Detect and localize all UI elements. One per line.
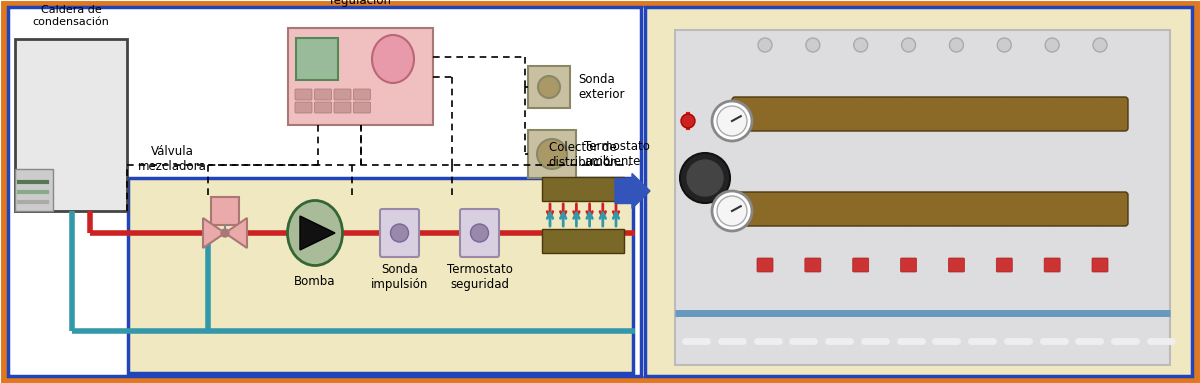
FancyBboxPatch shape	[354, 89, 371, 100]
Circle shape	[853, 38, 868, 52]
FancyBboxPatch shape	[542, 229, 624, 253]
Circle shape	[758, 38, 772, 52]
FancyBboxPatch shape	[1044, 258, 1060, 272]
FancyBboxPatch shape	[334, 102, 352, 113]
Text: Colector de
distribución: Colector de distribución	[548, 141, 618, 169]
FancyArrow shape	[616, 173, 650, 208]
FancyBboxPatch shape	[14, 169, 53, 211]
FancyBboxPatch shape	[948, 258, 965, 272]
Circle shape	[901, 38, 916, 52]
FancyBboxPatch shape	[996, 258, 1013, 272]
Circle shape	[686, 160, 722, 196]
FancyBboxPatch shape	[211, 197, 239, 225]
Text: Centralita de
regulación: Centralita de regulación	[322, 0, 400, 7]
Circle shape	[538, 76, 560, 98]
FancyBboxPatch shape	[1092, 258, 1108, 272]
FancyBboxPatch shape	[295, 89, 312, 100]
Circle shape	[470, 224, 488, 242]
Circle shape	[712, 101, 752, 141]
Text: Termostato
ambiente: Termostato ambiente	[584, 140, 650, 168]
FancyBboxPatch shape	[296, 38, 338, 80]
Text: Bomba: Bomba	[294, 275, 336, 288]
Text: Sonda
exterior: Sonda exterior	[578, 73, 624, 101]
FancyBboxPatch shape	[542, 177, 624, 201]
Circle shape	[949, 38, 964, 52]
FancyBboxPatch shape	[460, 209, 499, 257]
FancyBboxPatch shape	[674, 30, 1170, 365]
Text: Caldera de
condensación: Caldera de condensación	[32, 5, 109, 27]
FancyBboxPatch shape	[14, 39, 127, 211]
Ellipse shape	[288, 200, 342, 265]
FancyBboxPatch shape	[314, 89, 331, 100]
FancyBboxPatch shape	[295, 102, 312, 113]
FancyBboxPatch shape	[805, 258, 821, 272]
FancyBboxPatch shape	[853, 258, 869, 272]
Polygon shape	[300, 216, 335, 250]
Circle shape	[680, 153, 730, 203]
FancyBboxPatch shape	[732, 97, 1128, 131]
Circle shape	[390, 224, 408, 242]
Circle shape	[221, 229, 229, 237]
FancyBboxPatch shape	[128, 178, 634, 373]
Circle shape	[712, 191, 752, 231]
Circle shape	[1093, 38, 1108, 52]
FancyBboxPatch shape	[757, 258, 773, 272]
Text: Sonda
impulsión: Sonda impulsión	[371, 263, 428, 291]
Circle shape	[997, 38, 1012, 52]
FancyBboxPatch shape	[528, 130, 576, 178]
Circle shape	[718, 106, 746, 136]
FancyBboxPatch shape	[334, 89, 352, 100]
Polygon shape	[226, 218, 247, 248]
Polygon shape	[203, 218, 226, 248]
Circle shape	[718, 196, 746, 226]
FancyBboxPatch shape	[4, 4, 1196, 379]
FancyBboxPatch shape	[528, 66, 570, 108]
Text: Válvula
mezcladora: Válvula mezcladora	[138, 145, 206, 173]
Circle shape	[806, 38, 820, 52]
Ellipse shape	[372, 35, 414, 83]
Circle shape	[682, 114, 695, 128]
FancyBboxPatch shape	[646, 7, 1192, 376]
FancyBboxPatch shape	[732, 192, 1128, 226]
FancyBboxPatch shape	[288, 28, 433, 125]
FancyBboxPatch shape	[900, 258, 917, 272]
Circle shape	[538, 139, 568, 169]
FancyBboxPatch shape	[314, 102, 331, 113]
Circle shape	[1045, 38, 1060, 52]
FancyBboxPatch shape	[8, 7, 641, 376]
FancyBboxPatch shape	[354, 102, 371, 113]
Text: Termostato
seguridad: Termostato seguridad	[446, 263, 512, 291]
FancyBboxPatch shape	[380, 209, 419, 257]
